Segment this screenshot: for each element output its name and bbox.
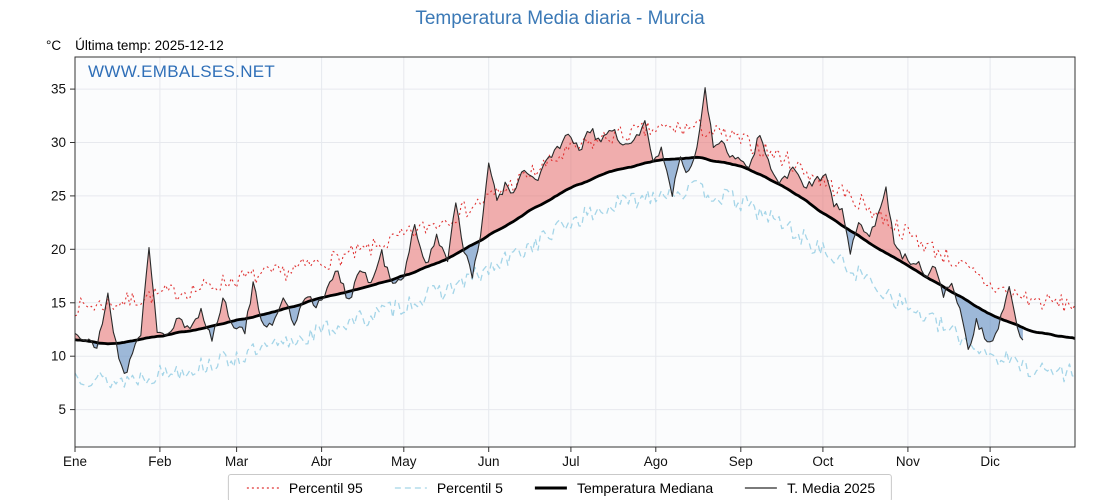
legend-line-sample-percentil-5 [394, 487, 427, 489]
axis-frame [74, 56, 1076, 448]
x-tick-label: Sep [729, 454, 753, 469]
y-tick-label: 15 [51, 295, 66, 310]
x-tick-label: May [391, 454, 417, 469]
y-axis-unit-label: °C [46, 38, 62, 53]
x-tick-label: Ene [63, 454, 87, 469]
percentil-95-line [74, 119, 1076, 317]
chart-legend: Percentil 95 Percentil 5 Temperatura Media… [227, 474, 893, 500]
legend-item-percentil-95: Percentil 95 [245, 480, 363, 496]
percentil-5-line [74, 179, 1076, 389]
y-tick-label: 10 [51, 349, 66, 364]
x-tick-label: Dic [980, 454, 1000, 469]
legend-item-t-media-2025: T. Media 2025 [743, 480, 875, 496]
page-title: Temperatura Media diaria - Murcia [415, 8, 705, 29]
temperatura-mediana-line [74, 155, 1076, 346]
y-tick-label: 35 [51, 82, 66, 97]
legend-line-sample-percentil-95 [246, 487, 279, 489]
legend-label-percentil-95: Percentil 95 [288, 480, 363, 496]
t-media-2025-line [74, 87, 1024, 374]
legend-label-percentil-5: Percentil 5 [436, 480, 503, 496]
fill-above-median [75, 87, 1023, 344]
y-tick-label: 20 [51, 242, 66, 257]
y-tick-label: 5 [58, 402, 66, 417]
x-tick-label: Jul [562, 454, 579, 469]
legend-item-percentil-5: Percentil 5 [393, 480, 503, 496]
x-tick-label: Mar [225, 454, 249, 469]
x-tick-label: Abr [311, 454, 333, 469]
legend-label-temperatura-mediana: Temperatura Mediana [576, 480, 714, 496]
watermark: WWW.EMBALSES.NET [88, 62, 276, 81]
legend-line-sample-temperatura-mediana [534, 486, 567, 490]
plot-background [75, 57, 1075, 447]
axis-info: °C Última temp: 2025-12-12 [46, 38, 224, 53]
x-tick-label: Nov [896, 454, 920, 469]
legend-item-temperatura-mediana: Temperatura Mediana [533, 480, 713, 496]
x-tick-label: Oct [812, 454, 833, 469]
y-tick-label: 25 [51, 188, 66, 203]
x-tick-label: Feb [148, 454, 171, 469]
legend-label-t-media-2025: T. Media 2025 [787, 480, 876, 496]
x-tick-label: Ago [644, 454, 668, 469]
y-tick-label: 30 [51, 135, 66, 150]
legend-line-sample-t-media-2025 [745, 487, 778, 489]
last-update-label: Última temp: 2025-12-12 [75, 38, 224, 53]
x-tick-label: Jun [478, 454, 500, 469]
temperature-chart: 5 10 15 20 25 30 35 Ene Feb Mar Abr May Jun Jul Ago Sep… [51, 56, 1076, 469]
